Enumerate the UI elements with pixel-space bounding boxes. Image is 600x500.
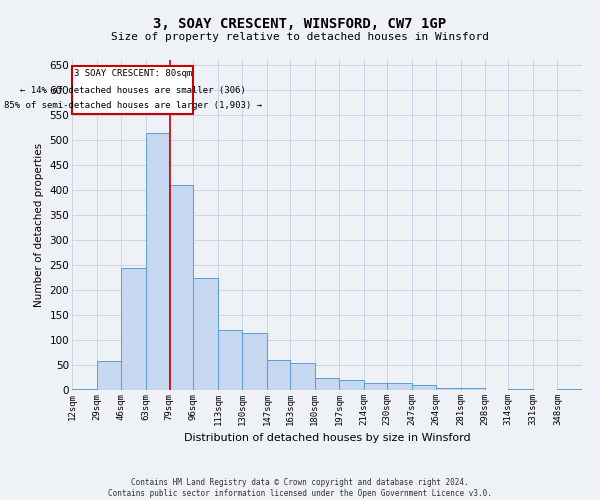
Text: 85% of semi-detached houses are larger (1,903) →: 85% of semi-detached houses are larger (… [4, 102, 262, 110]
Bar [72, 389, 97, 390]
Bar [364, 382, 387, 390]
Bar [412, 385, 436, 390]
Bar [267, 360, 290, 390]
Text: Contains HM Land Registry data © Crown copyright and database right 2024.
Contai: Contains HM Land Registry data © Crown c… [108, 478, 492, 498]
Bar [97, 361, 121, 390]
Bar [436, 388, 461, 390]
Bar [339, 380, 364, 390]
Text: ← 14% of detached houses are smaller (306): ← 14% of detached houses are smaller (30… [20, 86, 245, 94]
Y-axis label: Number of detached properties: Number of detached properties [34, 143, 44, 307]
Bar [193, 278, 218, 390]
Bar [72, 66, 193, 114]
Bar [508, 389, 533, 390]
Bar [169, 185, 193, 390]
Text: 3 SOAY CRESCENT: 80sqm: 3 SOAY CRESCENT: 80sqm [74, 70, 192, 78]
Bar [218, 330, 242, 390]
Bar [557, 389, 582, 390]
Text: Size of property relative to detached houses in Winsford: Size of property relative to detached ho… [111, 32, 489, 42]
Text: 3, SOAY CRESCENT, WINSFORD, CW7 1GP: 3, SOAY CRESCENT, WINSFORD, CW7 1GP [154, 18, 446, 32]
X-axis label: Distribution of detached houses by size in Winsford: Distribution of detached houses by size … [184, 434, 470, 444]
Bar [461, 388, 485, 390]
Bar [146, 132, 169, 390]
Bar [290, 362, 315, 390]
Bar [242, 332, 267, 390]
Bar [387, 382, 412, 390]
Bar [315, 378, 339, 390]
Bar [121, 268, 146, 390]
